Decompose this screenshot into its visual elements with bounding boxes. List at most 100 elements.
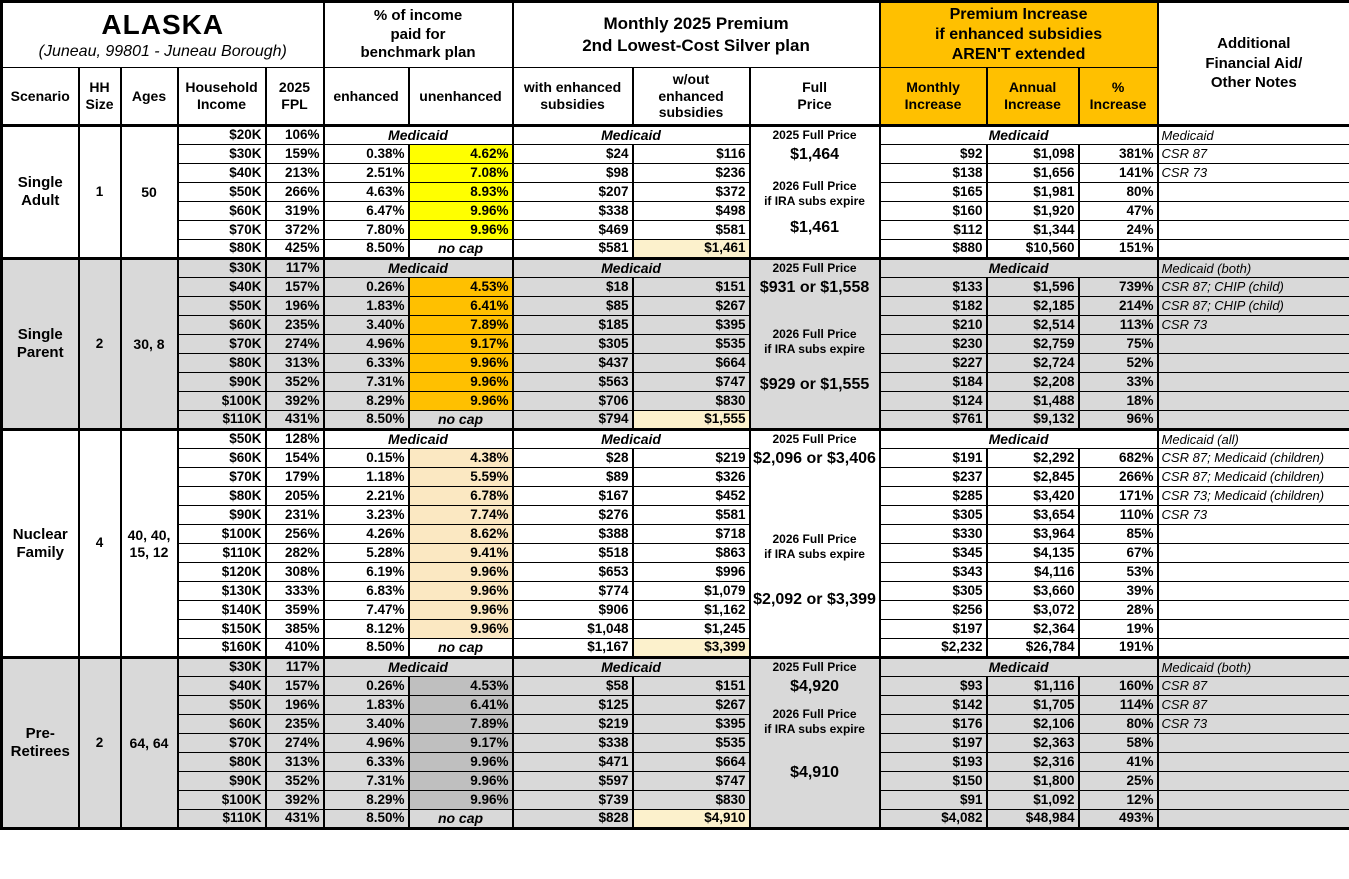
- full-price-2026-value: $929 or $1,555: [759, 376, 870, 394]
- medicaid-span-cell: Medicaid: [878, 656, 1159, 677]
- without-subsidies-cell: $830: [631, 391, 751, 411]
- fpl-cell: 231%: [264, 505, 325, 525]
- full-price-2026-value: $2,092 or $3,399: [753, 591, 876, 609]
- monthly-increase-cell: $285: [878, 486, 988, 506]
- note-cell: CSR 73: [1156, 315, 1349, 335]
- monthly-increase-cell: $330: [878, 524, 988, 544]
- unenhanced-cell: 7.89%: [407, 315, 514, 335]
- table-row: $80K 205% 2.21% 6.78% $167 $452 $285 $3,420 171%…: [2, 486, 1349, 506]
- note-cell: [1156, 524, 1349, 544]
- premium-comparison-table: ALASKA (Juneau, 99801 - Juneau Borough) …: [0, 0, 1349, 830]
- table-row: $90K 352% 7.31% 9.96% $597 $747 $150 $1,800 25%: [2, 771, 1349, 791]
- table-row: Single Adult 1 50 $20K 106% Medicaid Medicaid 2…: [0, 124, 1349, 259]
- enhanced-cell: 7.31%: [322, 372, 410, 392]
- unenhanced-cell: 5.59%: [407, 467, 514, 487]
- annual-increase-cell: $3,654: [985, 505, 1080, 525]
- full-price-2025-value: $4,920: [790, 678, 839, 695]
- with-subsidies-cell: $774: [511, 581, 634, 601]
- income-cell: $80K: [176, 239, 267, 259]
- unenhanced-cell: 9.96%: [407, 201, 514, 221]
- medicaid-span-cell: Medicaid: [878, 428, 1159, 449]
- income-cell: $40K: [176, 163, 267, 183]
- fpl-cell: 372%: [264, 220, 325, 240]
- full-price-2025-label: 2025 Full Price: [772, 432, 857, 446]
- full-price-2025-value: $1,464: [790, 146, 839, 163]
- annual-increase-cell: $48,984: [985, 809, 1080, 829]
- with-subsidies-cell: $1,048: [511, 619, 634, 639]
- monthly-increase-cell: $133: [878, 277, 988, 297]
- without-subsidies-cell: $267: [631, 695, 751, 715]
- note-cell: [1156, 543, 1349, 563]
- unenhanced-cell: no cap: [407, 809, 514, 829]
- with-subsidies-cell: $219: [511, 714, 634, 734]
- unenhanced-cell: 9.96%: [407, 581, 514, 601]
- unenhanced-cell: 9.17%: [407, 733, 514, 753]
- monthly-increase-cell: $182: [878, 296, 988, 316]
- header-notes: Additional Financial Aid/ Other Notes: [1156, 1, 1349, 126]
- fpl-cell: 425%: [264, 239, 325, 259]
- fpl-cell: 313%: [264, 353, 325, 373]
- note-cell: [1156, 581, 1349, 601]
- ages-cell: 40, 40, 15, 12: [119, 428, 179, 658]
- income-cell: $20K: [176, 124, 267, 145]
- with-subsidies-cell: $437: [511, 353, 634, 373]
- fpl-cell: 213%: [264, 163, 325, 183]
- medicaid-span-cell: Medicaid: [511, 257, 751, 278]
- with-subsidies-cell: $185: [511, 315, 634, 335]
- with-subsidies-cell: $338: [511, 201, 634, 221]
- table-body: Single Adult 1 50 $20K 106% Medicaid Medicaid 2…: [0, 124, 1349, 829]
- without-subsidies-cell: $996: [631, 562, 751, 582]
- medicaid-span-cell: Medicaid: [878, 257, 1159, 278]
- table-row: $120K 308% 6.19% 9.96% $653 $996 $343 $4,116 53%: [2, 562, 1349, 582]
- without-subsidies-cell: $498: [631, 201, 751, 221]
- monthly-increase-cell: $142: [878, 695, 988, 715]
- note-cell: [1156, 182, 1349, 202]
- unenhanced-cell: 9.96%: [407, 353, 514, 373]
- monthly-increase-cell: $237: [878, 467, 988, 487]
- unenhanced-cell: 9.96%: [407, 752, 514, 772]
- with-subsidies-cell: $89: [511, 467, 634, 487]
- table-row: $160K 410% 8.50% no cap $1,167 $3,399 $2,232 $2…: [2, 638, 1349, 658]
- monthly-increase-cell: $197: [878, 733, 988, 753]
- without-subsidies-cell: $267: [631, 296, 751, 316]
- annual-increase-cell: $26,784: [985, 638, 1080, 658]
- with-subsidies-cell: $305: [511, 334, 634, 354]
- full-price-cell: 2025 Full Price $1,464 2026 Full Price if …: [748, 124, 881, 259]
- header-income: Household Income: [176, 67, 267, 127]
- annual-increase-cell: $2,364: [985, 619, 1080, 639]
- with-subsidies-cell: $706: [511, 391, 634, 411]
- annual-increase-cell: $1,344: [985, 220, 1080, 240]
- monthly-increase-cell: $880: [878, 239, 988, 259]
- table-row: $90K 231% 3.23% 7.74% $276 $581 $305 $3,654 110%…: [2, 505, 1349, 525]
- annual-increase-cell: $3,660: [985, 581, 1080, 601]
- annual-increase-cell: $2,514: [985, 315, 1080, 335]
- annual-increase-cell: $1,981: [985, 182, 1080, 202]
- header-enhanced: enhanced: [322, 67, 410, 127]
- pct-increase-cell: 52%: [1077, 353, 1159, 373]
- unenhanced-cell: 9.96%: [407, 220, 514, 240]
- fpl-cell: 308%: [264, 562, 325, 582]
- income-cell: $110K: [176, 543, 267, 563]
- pct-increase-cell: 171%: [1077, 486, 1159, 506]
- unenhanced-cell: 9.96%: [407, 619, 514, 639]
- table-row: $110K 431% 8.50% no cap $828 $4,910 $4,082 $48,…: [2, 809, 1349, 829]
- monthly-increase-cell: $191: [878, 448, 988, 468]
- monthly-increase-cell: $305: [878, 581, 988, 601]
- fpl-cell: 235%: [264, 714, 325, 734]
- table-row: $110K 282% 5.28% 9.41% $518 $863 $345 $4,135 67%: [2, 543, 1349, 563]
- medicaid-span-cell: Medicaid: [322, 428, 514, 449]
- scenario-cell: Nuclear Family: [0, 428, 80, 658]
- fpl-cell: 157%: [264, 676, 325, 696]
- monthly-increase-cell: $112: [878, 220, 988, 240]
- enhanced-cell: 2.21%: [322, 486, 410, 506]
- table-row: $130K 333% 6.83% 9.96% $774 $1,079 $305 $3,660 3…: [2, 581, 1349, 601]
- table-row: $40K 157% 0.26% 4.53% $58 $151 $93 $1,116 160% CS…: [2, 676, 1349, 696]
- header-monthly-increase: Monthly Increase: [878, 67, 988, 127]
- table-row: $60K 235% 3.40% 7.89% $219 $395 $176 $2,106 80% C…: [2, 714, 1349, 734]
- income-cell: $90K: [176, 771, 267, 791]
- unenhanced-cell: 4.53%: [407, 277, 514, 297]
- full-price-cell: 2025 Full Price $931 or $1,558 2026 Full P…: [748, 257, 881, 430]
- fpl-cell: 392%: [264, 391, 325, 411]
- annual-increase-cell: $2,845: [985, 467, 1080, 487]
- income-cell: $150K: [176, 619, 267, 639]
